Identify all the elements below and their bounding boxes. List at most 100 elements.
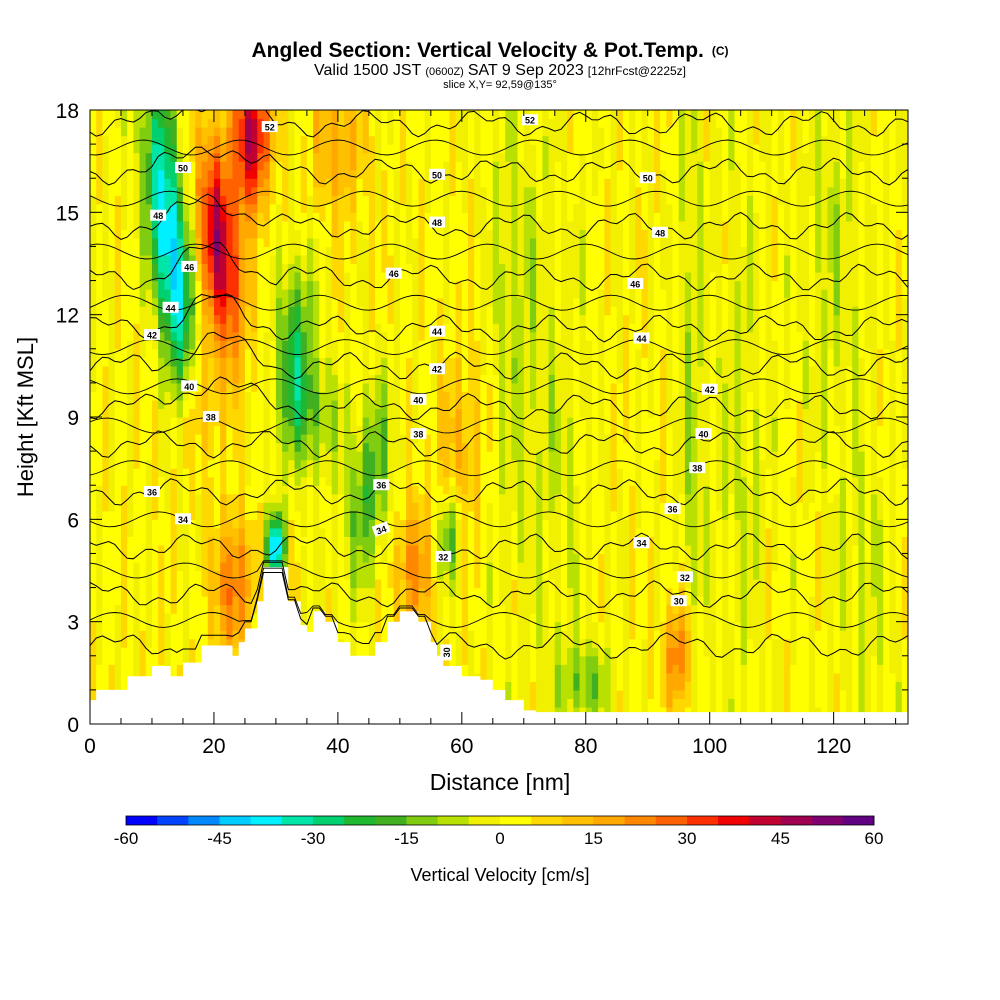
velocity-cell [182,280,190,290]
velocity-cell [356,161,364,171]
velocity-cell [164,604,172,614]
velocity-cell [257,263,265,273]
velocity-cell [511,203,519,213]
velocity-cell [430,110,438,120]
velocity-cell [90,561,97,572]
velocity-cell [207,604,215,614]
velocity-cell [455,220,463,230]
velocity-cell [350,391,358,401]
velocity-cell [120,425,128,435]
velocity-cell [313,152,320,162]
velocity-cell [182,536,190,546]
velocity-cell [461,254,469,265]
velocity-cell [424,476,432,486]
velocity-cell [257,178,265,188]
velocity-cell [139,237,147,248]
velocity-cell [120,655,128,665]
velocity-cell [269,254,277,265]
velocity-cell [306,357,314,367]
velocity-cell [430,630,438,640]
velocity-cell [300,434,308,444]
velocity-cell [251,246,258,256]
velocity-cell [492,596,500,606]
velocity-cell [306,178,314,188]
velocity-cell [449,434,457,444]
velocity-cell [120,485,128,495]
velocity-cell [96,212,103,222]
velocity-cell [412,561,420,572]
velocity-cell [306,161,314,171]
velocity-cell [127,527,134,537]
velocity-cell [213,127,221,137]
velocity-cell [344,613,351,623]
velocity-cell [201,442,209,452]
velocity-cell [406,220,413,230]
velocity-cell [517,621,525,631]
velocity-cell [356,544,364,555]
velocity-cell [325,519,333,529]
velocity-cell [90,527,97,537]
velocity-cell [474,246,482,256]
velocity-cell [331,272,339,282]
velocity-cell [437,382,444,393]
velocity-cell [455,203,463,213]
velocity-cell [294,331,302,341]
velocity-cell [288,135,296,145]
velocity-cell [399,468,407,478]
velocity-cell [251,212,258,222]
velocity-cell [406,451,413,461]
velocity-cell [170,425,178,435]
velocity-cell [319,323,327,333]
velocity-cell [393,553,401,563]
velocity-cell [145,254,153,265]
velocity-cell [269,382,277,393]
velocity-cell [114,476,122,486]
velocity-cell [220,195,227,205]
velocity-cell [393,178,401,188]
velocity-cell [337,544,345,555]
velocity-cell [263,357,271,367]
velocity-cell [480,493,488,503]
velocity-cell [182,596,190,606]
velocity-cell [257,485,265,495]
velocity-cell [468,382,475,393]
velocity-cell [176,203,184,213]
velocity-cell [362,365,370,375]
velocity-cell [344,630,351,640]
velocity-cell [238,323,246,333]
velocity-cell [325,536,333,546]
velocity-cell [226,399,234,410]
velocity-cell [207,365,215,375]
velocity-cell [331,587,339,597]
velocity-cell [176,127,184,137]
velocity-cell [486,544,494,555]
velocity-cell [492,186,500,196]
velocity-cell [294,195,302,205]
velocity-cell [145,178,153,188]
velocity-cell [158,297,165,307]
velocity-cell [114,127,122,137]
velocity-cell [257,536,265,546]
velocity-cell [468,442,475,452]
velocity-cell [368,263,376,273]
velocity-cell [201,237,209,248]
velocity-cell [213,118,221,128]
velocity-cell [294,272,302,282]
velocity-cell [207,579,215,589]
velocity-cell [331,365,339,375]
velocity-cell [232,110,240,120]
velocity-cell [182,357,190,367]
velocity-cell [412,195,420,205]
velocity-cell [189,306,196,316]
velocity-cell [220,280,227,290]
velocity-cell [170,638,178,648]
velocity-cell [319,519,327,529]
velocity-cell [461,203,469,213]
velocity-cell [387,331,395,341]
velocity-cell [114,417,122,427]
velocity-cell [387,374,395,384]
velocity-cell [90,382,97,393]
velocity-cell [232,587,240,597]
velocity-cell [412,604,420,614]
velocity-cell [461,220,469,230]
